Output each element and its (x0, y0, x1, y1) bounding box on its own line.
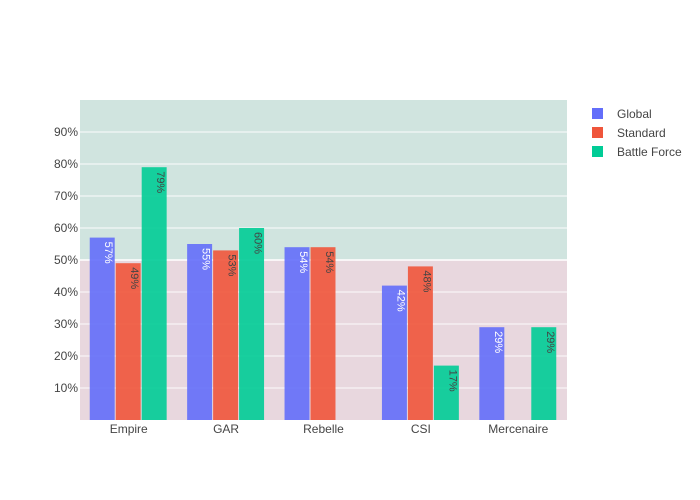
bar-value-label: 54% (323, 251, 335, 273)
bar-global-mercenaire[interactable] (479, 327, 505, 420)
bar-value-label: 54% (297, 251, 309, 273)
x-tick-label: GAR (213, 422, 239, 436)
legend[interactable]: Global Standard Battle Force (592, 107, 682, 159)
legend-swatch (592, 146, 603, 157)
bar-standard-csi[interactable] (407, 266, 433, 420)
y-tick-label: 50% (54, 253, 78, 267)
bar-global-empire[interactable] (89, 237, 115, 420)
bar-value-label: 48% (420, 270, 432, 292)
bar-value-label: 79% (154, 171, 166, 193)
y-tick-label: 40% (54, 285, 78, 299)
bar-value-label: 29% (544, 331, 556, 353)
x-tick-label: Rebelle (303, 422, 344, 436)
y-tick-label: 90% (54, 125, 78, 139)
x-tick-label: Empire (110, 422, 148, 436)
y-tick-label: 10% (54, 381, 78, 395)
bar-value-label: 29% (492, 331, 504, 353)
legend-item-standard[interactable]: Standard (592, 126, 666, 140)
legend-swatch (592, 127, 603, 138)
y-tick-label: 70% (54, 189, 78, 203)
x-tick-label: CSI (411, 422, 431, 436)
bar-standard-gar[interactable] (213, 250, 239, 420)
bar-global-csi[interactable] (381, 285, 407, 420)
bar-value-label: 60% (252, 232, 264, 254)
bar-standard-empire[interactable] (115, 263, 141, 420)
legend-swatch (592, 108, 603, 119)
bar-global-gar[interactable] (187, 244, 213, 420)
bar-battle-force-csi[interactable] (433, 365, 459, 420)
bar-battle-force-mercenaire[interactable] (531, 327, 557, 420)
y-tick-label: 80% (54, 157, 78, 171)
y-tick-label: 20% (54, 349, 78, 363)
bar-value-label: 53% (226, 254, 238, 276)
bar-value-label: 42% (394, 290, 406, 312)
bars: 57% 49% 79% 55% 53% 60% 54% 54% 42% 48% 17% 29% 29% (89, 167, 557, 420)
legend-item-battle-force[interactable]: Battle Force (592, 145, 682, 159)
bar-value-label: 17% (446, 370, 458, 392)
bar-value-label: 55% (200, 248, 212, 270)
y-tick-label: 60% (54, 221, 78, 235)
bar-value-label: 49% (128, 267, 140, 289)
y-tick-label: 30% (54, 317, 78, 331)
legend-label: Standard (617, 126, 666, 140)
legend-label: Battle Force (617, 145, 682, 159)
bar-battle-force-empire[interactable] (141, 167, 167, 420)
x-axis-tick-labels: Empire GAR Rebelle CSI Mercenaire (110, 422, 549, 436)
y-axis-tick-labels: 10% 20% 30% 40% 50% 60% 70% 80% 90% (54, 125, 78, 395)
bar-standard-rebelle[interactable] (310, 247, 336, 420)
x-tick-label: Mercenaire (488, 422, 548, 436)
bar-battle-force-gar[interactable] (239, 228, 265, 420)
legend-label: Global (617, 107, 652, 121)
legend-item-global[interactable]: Global (592, 107, 652, 121)
bar-value-label: 57% (102, 242, 114, 264)
bar-global-rebelle[interactable] (284, 247, 310, 420)
